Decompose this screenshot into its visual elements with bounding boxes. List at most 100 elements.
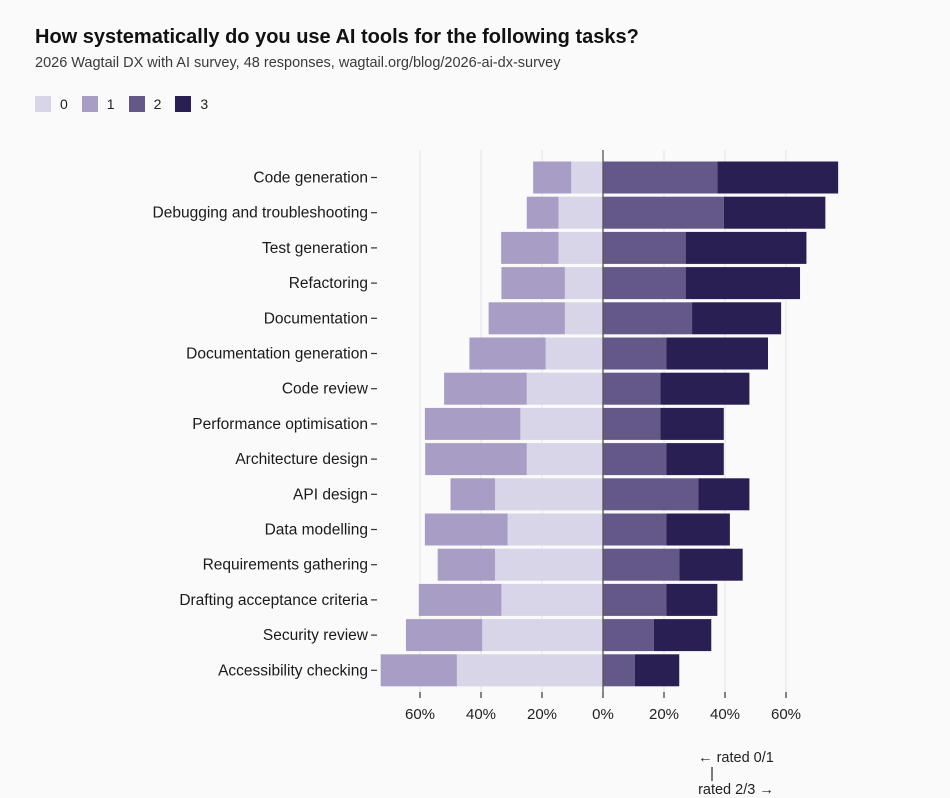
bar-segment <box>405 619 483 652</box>
category-label: API design <box>293 486 368 503</box>
bar-segment <box>603 443 667 476</box>
bar-segment <box>418 583 502 616</box>
bar-segment <box>653 619 712 652</box>
bar-segment <box>666 583 718 616</box>
bar-segment <box>526 196 559 229</box>
bar-segment <box>437 548 496 581</box>
bar-segment <box>603 548 680 581</box>
category-label: Requirements gathering <box>203 557 368 574</box>
category-label: Debugging and troubleshooting <box>153 205 368 222</box>
legend-label-2: 2 <box>153 96 162 112</box>
bar-segment <box>679 548 743 581</box>
bar-segment <box>424 407 521 440</box>
legend-item-1: 1 <box>81 96 115 112</box>
legend-swatch-0 <box>35 96 51 112</box>
bar-segment <box>603 267 686 300</box>
bar-segment <box>603 654 635 687</box>
x-tick-label: 60% <box>771 706 801 723</box>
bar-segment <box>603 302 693 335</box>
bar-segment <box>666 337 769 370</box>
category-label: Drafting acceptance criteria <box>179 592 368 609</box>
x-tick-label: 0% <box>592 706 614 723</box>
bar-segment <box>444 372 527 405</box>
bar-segment <box>634 654 680 687</box>
bar-segment <box>698 478 750 511</box>
bar-segment <box>685 231 807 264</box>
legend-swatch-1 <box>81 96 98 112</box>
legend-label-1: 1 <box>106 96 115 112</box>
bar-segment <box>501 583 603 616</box>
category-label: Security review <box>263 627 369 644</box>
bar-segment <box>482 619 603 652</box>
x-tick-label: 40% <box>710 706 740 723</box>
diverging-bar-chart: Code generation Debugging and troubleshoo… <box>153 150 839 723</box>
caption-left: ← rated 0/1 <box>698 750 774 766</box>
bar-segment <box>488 302 565 335</box>
category-label: Data modelling <box>265 522 368 539</box>
caption-right: rated 2/3 → <box>698 782 774 798</box>
bar-segment <box>495 548 603 581</box>
category-label: Test generation <box>262 240 368 257</box>
bar-segment <box>558 231 603 264</box>
category-label: Refactoring <box>289 275 368 292</box>
bar-segment <box>603 407 661 440</box>
legend-item-3: 3 <box>175 96 208 112</box>
category-label: Documentation generation <box>186 346 368 363</box>
bar-segment <box>603 372 661 405</box>
bar-segment <box>666 443 724 476</box>
bar-segment <box>692 302 782 335</box>
bar-segment <box>666 513 730 546</box>
bar-segment <box>526 372 603 405</box>
caption-separator: | <box>710 766 714 782</box>
bar-segment <box>603 337 667 370</box>
bar-segment <box>603 196 724 229</box>
bar-segment <box>526 443 603 476</box>
bar-segment <box>603 583 667 616</box>
category-label: Accessibility checking <box>218 662 368 679</box>
x-tick-label: 20% <box>527 706 557 723</box>
category-label: Code review <box>282 381 369 398</box>
legend-item-0: 0 <box>35 96 68 112</box>
bar-segment <box>558 196 603 229</box>
bar-segment <box>660 407 724 440</box>
legend-label-0: 0 <box>60 96 68 112</box>
bar-segment <box>603 513 667 546</box>
category-label: Architecture design <box>235 451 368 468</box>
category-label: Documentation <box>264 310 368 327</box>
bar-segment <box>425 443 527 476</box>
bar-segment <box>469 337 546 370</box>
bar-segment <box>660 372 750 405</box>
bar-segment <box>717 161 839 194</box>
bar-segment <box>456 654 603 687</box>
x-tick-label: 20% <box>649 706 679 723</box>
bar-segment <box>723 196 826 229</box>
x-tick-label: 60% <box>405 706 435 723</box>
chart-title: How systematically do you use AI tools f… <box>35 26 639 48</box>
bar-segment <box>520 407 603 440</box>
bar-segment <box>603 619 654 652</box>
bar-segment <box>450 478 496 511</box>
bar-segment <box>564 267 603 300</box>
category-label: Performance optimisation <box>192 416 368 433</box>
chart-subtitle: 2026 Wagtail DX with AI survey, 48 respo… <box>35 55 561 71</box>
category-label: Code generation <box>253 170 368 187</box>
bar-segment <box>564 302 603 335</box>
legend-swatch-3 <box>175 96 192 112</box>
legend-label-3: 3 <box>200 96 209 112</box>
legend-swatch-2 <box>128 96 145 112</box>
bar-segment <box>685 267 801 300</box>
bar-segment <box>380 654 457 687</box>
bar-segment <box>507 513 603 546</box>
bar-segment <box>545 337 603 370</box>
bar-segment <box>533 161 572 194</box>
x-tick-label: 40% <box>466 706 496 723</box>
direction-caption: ← rated 0/1 | rated 2/3 → <box>690 734 774 798</box>
bar-segment <box>424 513 508 546</box>
bar-segment <box>495 478 603 511</box>
legend-item-2: 2 <box>128 96 162 112</box>
bar-segment <box>603 231 686 264</box>
bar-segment <box>603 161 718 194</box>
bar-segment <box>501 267 565 300</box>
bar-segment <box>571 161 603 194</box>
bar-segment <box>603 478 699 511</box>
